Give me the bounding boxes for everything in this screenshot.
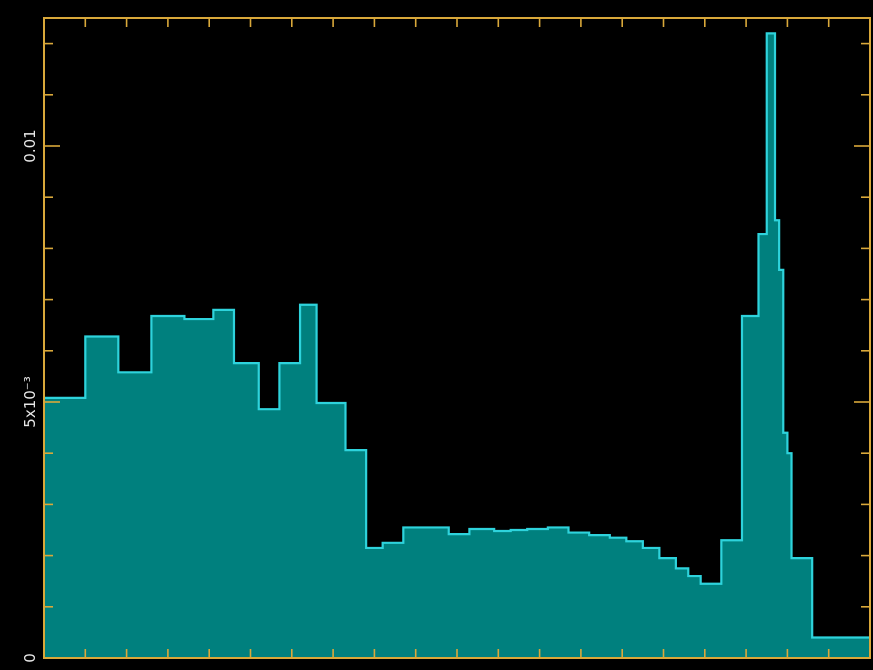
y-tick-label: 0: [21, 653, 39, 663]
histogram-bar: [589, 535, 611, 658]
histogram-bar: [783, 432, 788, 658]
histogram-bar: [151, 315, 186, 658]
histogram-bar: [700, 583, 722, 658]
histogram-bar: [85, 336, 119, 658]
histogram-bar: [568, 532, 590, 658]
histogram-bar: [721, 540, 743, 658]
histogram-bar: [184, 319, 214, 658]
histogram-bar: [469, 528, 495, 658]
histogram-bar: [688, 576, 702, 658]
histogram-bar: [642, 547, 660, 658]
histogram-bar: [787, 453, 793, 658]
histogram-bar: [799, 558, 813, 658]
axis-ticks: [44, 18, 870, 658]
histogram-bar: [836, 637, 871, 658]
histogram-bar: [213, 309, 235, 658]
histogram-bar: [758, 234, 768, 658]
histogram-bar: [300, 304, 318, 658]
series-outline: [44, 32, 870, 639]
y-tick-label: 5x10⁻³: [21, 376, 39, 427]
histogram-bar: [118, 372, 152, 658]
bars-fill-layer: [44, 33, 871, 659]
histogram-bar: [494, 531, 512, 658]
histogram-bar: [382, 542, 404, 658]
histogram-bar: [44, 397, 86, 658]
histogram-bar: [233, 363, 260, 658]
histogram-bar: [775, 220, 780, 659]
histogram-bar: [258, 409, 281, 658]
histogram-bar: [791, 558, 801, 658]
histogram-bar: [345, 450, 367, 658]
histogram-bar: [812, 637, 838, 658]
histogram-bar: [366, 547, 384, 658]
y-tick-label: 0.01: [21, 129, 39, 162]
histogram-bar: [448, 534, 470, 658]
histogram-bar: [766, 33, 776, 659]
histogram-bar: [403, 527, 429, 658]
histogram-bar: [626, 541, 644, 658]
histogram-bar: [675, 568, 689, 658]
histogram-bar: [659, 558, 677, 658]
histogram-bar: [510, 530, 528, 658]
histogram-bar: [609, 537, 627, 658]
histogram-bar: [527, 528, 549, 658]
y-tick-labels: 0 5x10⁻³ 0.01: [21, 129, 39, 662]
histogram-bar: [779, 269, 784, 658]
histogram-bar: [428, 527, 450, 658]
histogram-bar: [741, 315, 760, 658]
histogram-bar: [279, 363, 301, 658]
histogram-bar: [316, 403, 347, 658]
histogram-bar: [547, 527, 570, 658]
